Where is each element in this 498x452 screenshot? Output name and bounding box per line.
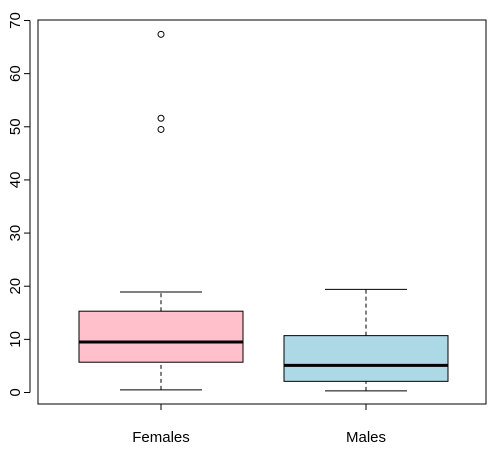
outlier-point (157, 30, 165, 38)
y-tick-label: 10 (7, 331, 24, 348)
iqr-box (283, 335, 449, 382)
y-tick-label: 70 (7, 12, 24, 29)
box-females (78, 30, 244, 391)
y-tick-label: 60 (7, 65, 24, 82)
y-tick-label: 50 (7, 118, 24, 135)
outlier-point (157, 114, 165, 122)
y-tick-label: 20 (7, 278, 24, 295)
boxes-layer (78, 30, 449, 392)
x-axis-labels: Females Males (132, 404, 386, 446)
box-males (283, 288, 449, 392)
plot-frame (37, 19, 487, 405)
y-tick-label: 0 (7, 388, 24, 396)
x-tick-label: Females (132, 429, 190, 446)
y-tick-label: 30 (7, 225, 24, 242)
y-tick-label: 40 (7, 172, 24, 189)
y-axis: 0 10 20 30 40 50 60 70 (7, 12, 31, 397)
outlier-point (157, 125, 165, 133)
iqr-box (78, 310, 244, 363)
x-tick-label: Males (346, 429, 386, 446)
